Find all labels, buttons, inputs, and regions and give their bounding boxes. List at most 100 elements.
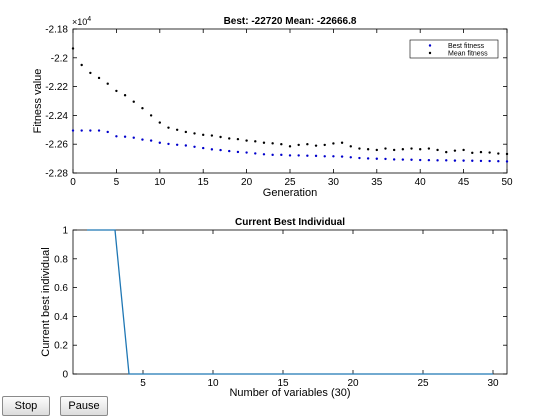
series-best-fitness <box>71 129 509 163</box>
best-individual-x-axis-label: Number of variables (30) <box>229 387 350 399</box>
series-mean-fitness <box>71 47 509 156</box>
best-fitness-point <box>366 157 370 160</box>
best-fitness-point <box>323 155 326 158</box>
best-individual-y-tick-label: 0.4 <box>54 312 68 323</box>
best-fitness-point <box>392 158 396 161</box>
best-fitness-point <box>288 154 292 157</box>
fitness-x-tick-label: 5 <box>114 177 120 188</box>
best-fitness-point <box>280 153 283 157</box>
mean-fitness-point <box>453 149 457 152</box>
best-fitness-point <box>297 154 300 157</box>
best-individual-y-tick-label: 0 <box>62 370 68 381</box>
mean-fitness-point <box>271 142 274 145</box>
mean-fitness-point <box>97 76 101 80</box>
fitness-legend: Best fitness Mean fitness <box>409 39 499 59</box>
best-fitness-point <box>149 139 153 142</box>
best-individual-y-tick-label: 0.2 <box>54 341 68 352</box>
best-fitness-point <box>106 130 109 134</box>
best-fitness-point <box>141 138 144 141</box>
best-fitness-point <box>245 151 248 154</box>
mean-fitness-point <box>228 137 231 140</box>
mean-fitness-point <box>427 147 431 150</box>
fitness-x-tick-label: 15 <box>198 177 210 188</box>
best-fitness-point <box>123 135 127 138</box>
mean-fitness-point <box>123 94 127 97</box>
best-individual-x-tick-label: 5 <box>140 378 146 389</box>
fitness-y-tick-label: -2.28 <box>45 169 68 180</box>
mean-fitness-point <box>89 71 92 75</box>
fitness-x-tick-label: 50 <box>501 177 513 188</box>
fitness-x-tick-label: 20 <box>241 177 253 188</box>
best-fitness-point <box>80 129 83 132</box>
mean-fitness-point <box>436 148 439 152</box>
best-fitness-point <box>236 150 240 154</box>
best-fitness-point <box>314 154 318 158</box>
mean-fitness-point <box>115 89 118 93</box>
mean-fitness-point <box>375 148 378 152</box>
best-fitness-point <box>384 157 387 161</box>
mean-fitness-point <box>349 145 352 148</box>
fitness-x-tick-label: 40 <box>415 177 427 188</box>
mean-fitness-point <box>245 139 248 142</box>
best-fitness-point <box>427 158 431 162</box>
best-fitness-point <box>262 153 266 156</box>
mean-fitness-point <box>497 152 500 155</box>
best-fitness-point <box>210 148 214 151</box>
fitness-x-tick-label: 0 <box>70 177 76 188</box>
mean-fitness-point <box>280 143 283 146</box>
mean-fitness-point <box>106 82 109 85</box>
mean-fitness-point <box>401 148 405 151</box>
mean-fitness-point <box>175 128 179 131</box>
legend-box <box>409 39 499 59</box>
mean-fitness-point <box>193 132 196 135</box>
best-fitness-point <box>462 159 465 162</box>
mean-fitness-point <box>384 147 387 150</box>
legend-marker-mean <box>428 51 432 55</box>
best-fitness-point <box>193 145 196 148</box>
best-fitness-point <box>505 160 509 163</box>
best-fitness-point <box>132 136 135 139</box>
best-fitness-point <box>306 154 309 157</box>
mean-fitness-point <box>80 63 83 67</box>
fitness-y-axis-label: Fitness value <box>32 69 44 134</box>
fitness-y-tick-label: -2.26 <box>45 140 68 151</box>
best-fitness-point <box>71 129 75 132</box>
stop-button[interactable]: Stop <box>2 396 50 416</box>
best-fitness-point <box>340 155 344 158</box>
fitness-y-tick-label: -2.22 <box>45 82 68 93</box>
mean-fitness-point <box>419 148 422 151</box>
best-individual-x-tick-label: 15 <box>277 378 289 389</box>
best-fitness-point <box>436 159 439 162</box>
fitness-y-tick-label: -2.18 <box>45 25 68 36</box>
fitness-x-tick-label: 25 <box>284 177 296 188</box>
mean-fitness-point <box>340 141 344 144</box>
best-fitness-point <box>497 159 500 163</box>
best-fitness-point <box>219 148 222 152</box>
mean-fitness-point <box>262 141 266 144</box>
best-fitness-point <box>419 158 422 162</box>
fitness-x-tick-label: 10 <box>154 177 166 188</box>
mean-fitness-point <box>332 142 335 145</box>
mean-fitness-point <box>471 151 474 155</box>
best-fitness-point <box>488 159 491 163</box>
best-individual-y-axis-label: Current best individual <box>40 247 52 356</box>
best-fitness-point <box>89 129 92 132</box>
pause-button[interactable]: Pause <box>60 396 108 416</box>
best-fitness-point <box>332 155 335 158</box>
mean-fitness-point <box>288 145 292 148</box>
fitness-x-tick-label: 45 <box>458 177 470 188</box>
best-fitness-point <box>410 158 413 161</box>
best-fitness-point <box>175 143 179 146</box>
fitness-x-axis-label: Generation <box>263 187 317 199</box>
mean-fitness-point <box>141 107 144 110</box>
mean-fitness-point <box>445 150 448 154</box>
fitness-chart-title: Best: -22720 Mean: -22666.8 <box>224 16 357 27</box>
best-individual-chart-title: Current Best Individual <box>235 217 345 228</box>
mean-fitness-point <box>184 130 188 134</box>
mean-fitness-point <box>410 147 413 150</box>
mean-fitness-point <box>158 121 161 124</box>
fitness-y-tick-label: -2.2 <box>51 53 69 64</box>
best-individual-plot-area <box>72 229 508 375</box>
fitness-y-tick-label: -2.24 <box>45 111 68 122</box>
